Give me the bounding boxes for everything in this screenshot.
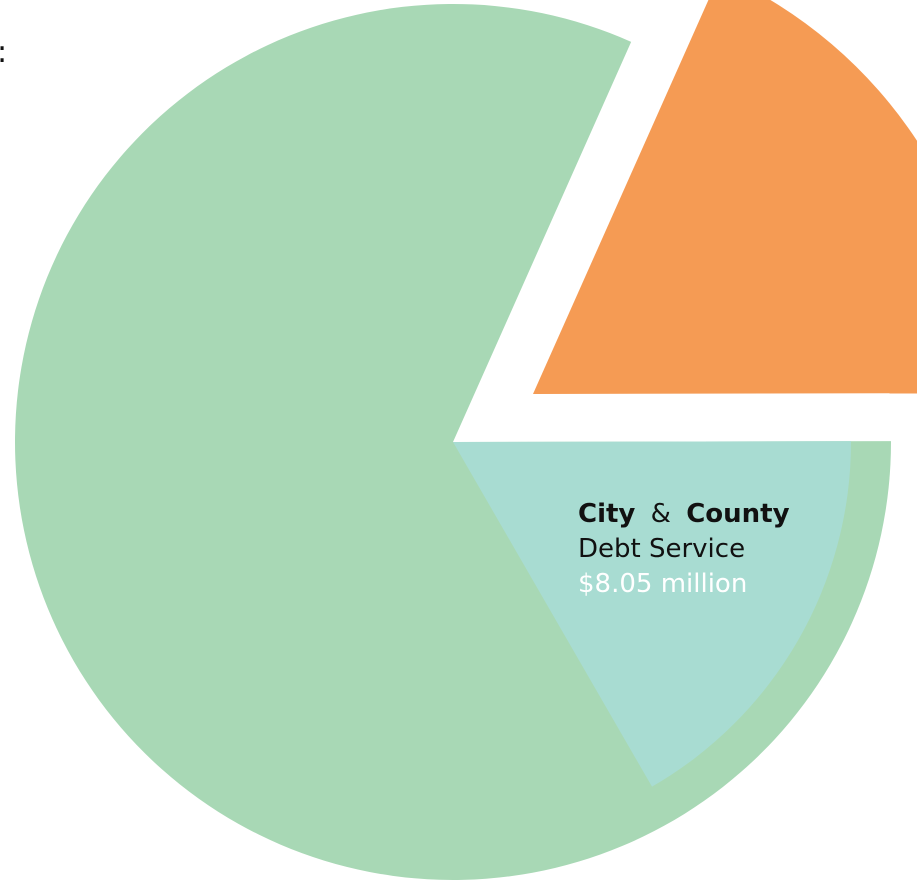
label-city: City (578, 499, 635, 529)
debt-service-label: City & County Debt Service $8.05 million (578, 499, 790, 599)
label-category: Debt Service (578, 534, 745, 564)
slice-orange (533, 0, 917, 394)
label-line-1: City & County (578, 499, 790, 529)
label-amp: & (651, 499, 671, 529)
edge-mark: : (0, 35, 7, 70)
label-county: County (686, 499, 789, 529)
pie-slices (14, 0, 917, 880)
label-amount: $8.05 million (578, 569, 747, 599)
slice-debt-service (453, 441, 852, 787)
